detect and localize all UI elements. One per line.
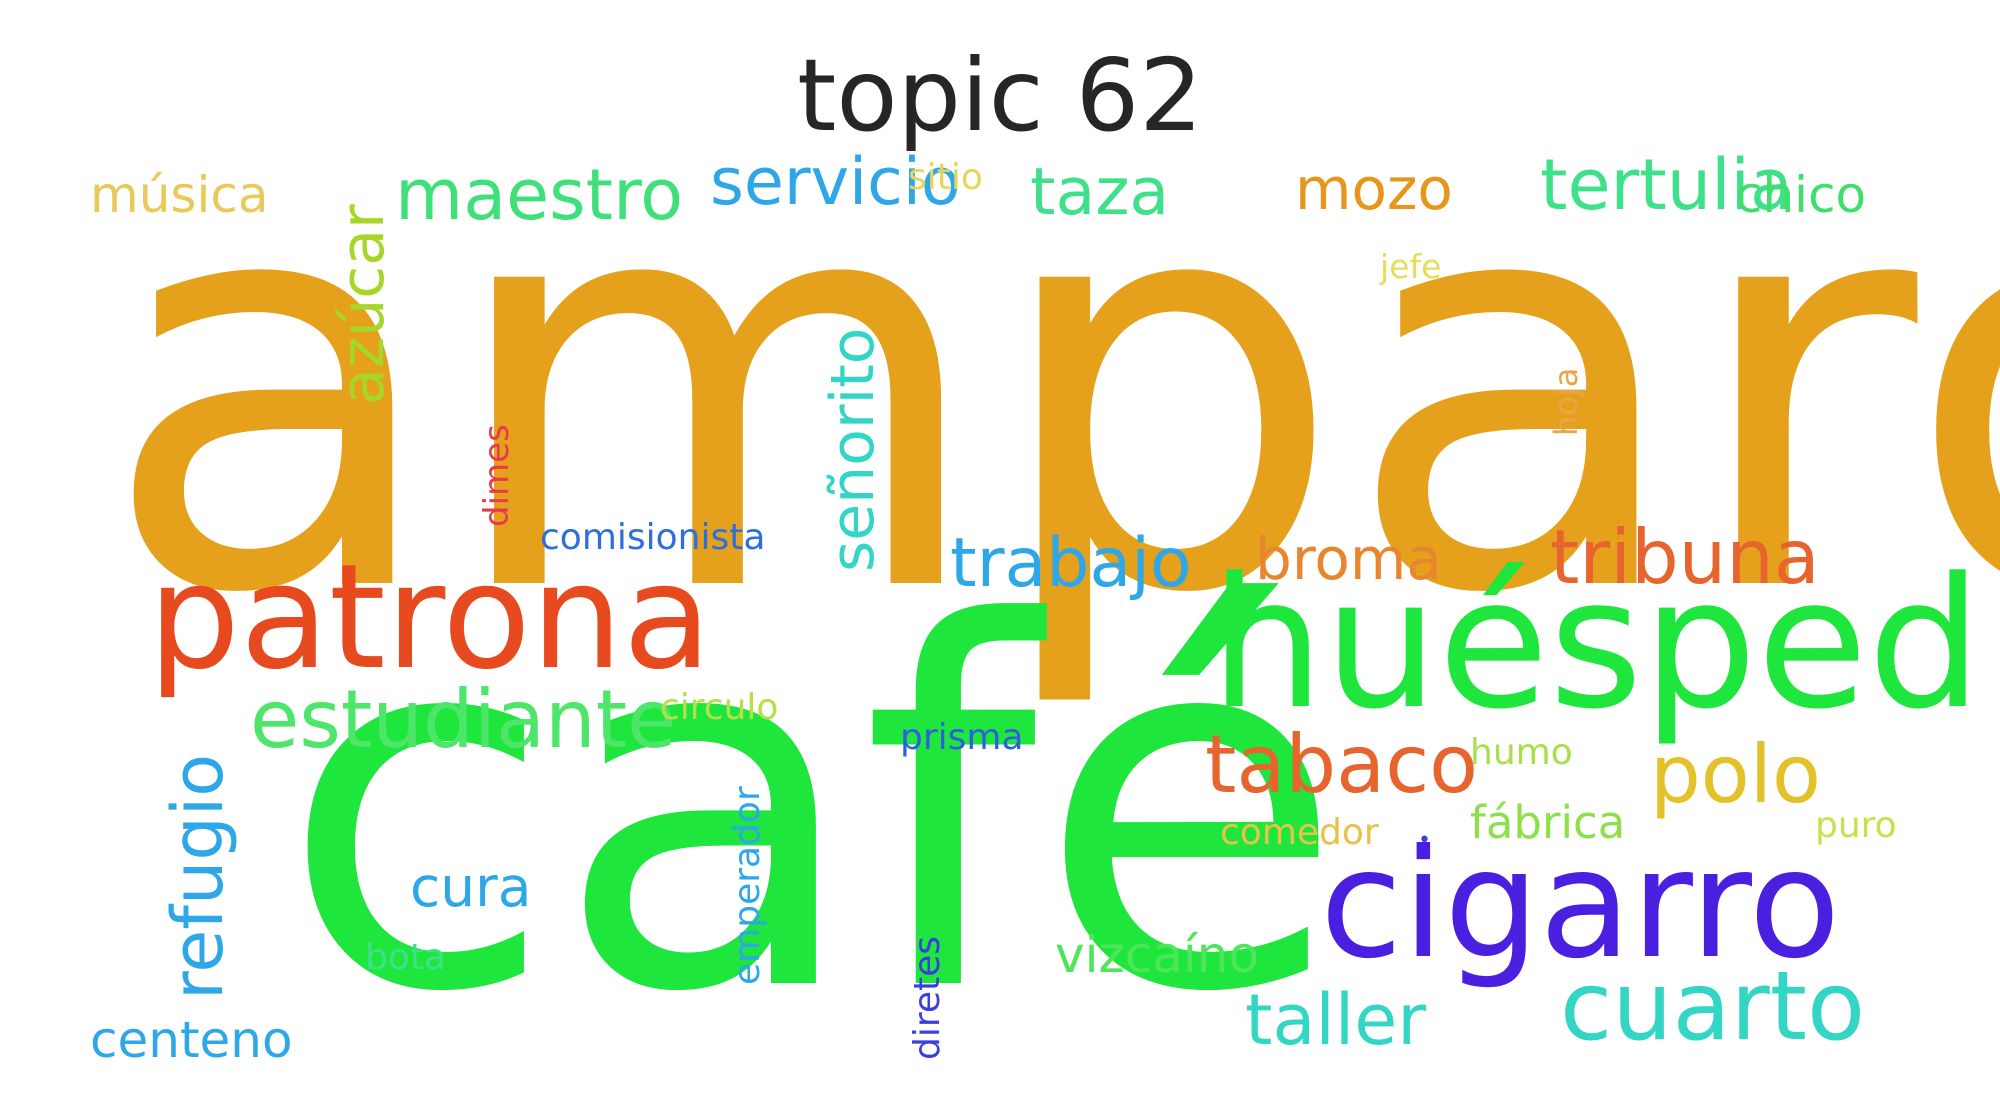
word-senorito: señorito bbox=[818, 327, 888, 572]
word-prisma: prisma bbox=[900, 717, 1024, 758]
word-broma: broma bbox=[1255, 525, 1442, 593]
word-emperador: emperador bbox=[727, 786, 768, 985]
word-polo: polo bbox=[1650, 728, 1821, 821]
word-comisionista: comisionista bbox=[540, 517, 766, 558]
word-taller: taller bbox=[1245, 979, 1427, 1061]
word-mozo: mozo bbox=[1295, 155, 1453, 223]
word-dot: • bbox=[1418, 828, 1431, 853]
word-musica: música bbox=[90, 166, 269, 224]
word-sitio: sitio bbox=[908, 157, 983, 198]
word-humo: humo bbox=[1470, 732, 1573, 773]
word-vizcaino: vizcaíno bbox=[1055, 926, 1260, 984]
word-cura: cura bbox=[410, 855, 532, 919]
word-taza: taza bbox=[1030, 155, 1170, 230]
word-cuarto: cuarto bbox=[1560, 952, 1866, 1062]
page-title: topic 62 bbox=[797, 37, 1203, 154]
word-circulo: circulo bbox=[660, 687, 779, 728]
word-comedor: comedor bbox=[1220, 812, 1379, 853]
word-fabrica: fábrica bbox=[1470, 796, 1626, 849]
word-huesped: huésped bbox=[1210, 540, 1982, 749]
word-servicio: servicio bbox=[710, 145, 961, 220]
word-puro: puro bbox=[1815, 805, 1897, 846]
word-refugio: refugio bbox=[157, 753, 239, 1000]
word-tertulia: tertulia bbox=[1540, 144, 1793, 226]
word-dimes: dimes bbox=[477, 424, 517, 527]
word-chico: chico bbox=[1735, 166, 1867, 224]
word-trabajo: trabajo bbox=[950, 524, 1192, 603]
word-amparo: amparo bbox=[100, 64, 2000, 716]
word-hoja: hoja bbox=[1547, 367, 1585, 436]
word-tabaco: tabaco bbox=[1205, 718, 1479, 811]
word-estudiante: estudiante bbox=[250, 673, 677, 766]
word-maestro: maestro bbox=[395, 154, 684, 236]
word-bota: bota bbox=[365, 937, 447, 978]
word-azucar: azúcar bbox=[328, 204, 398, 405]
word-patrona: patrona bbox=[148, 533, 712, 702]
word-tribuna: tribuna bbox=[1550, 513, 1820, 601]
word-diretes: diretes bbox=[907, 935, 948, 1060]
word-jefe: jefe bbox=[1380, 247, 1442, 286]
word-cigarro: cigarro bbox=[1320, 818, 1841, 992]
word-centeno: centeno bbox=[90, 1011, 293, 1069]
word-cafe: café bbox=[280, 519, 1345, 1101]
